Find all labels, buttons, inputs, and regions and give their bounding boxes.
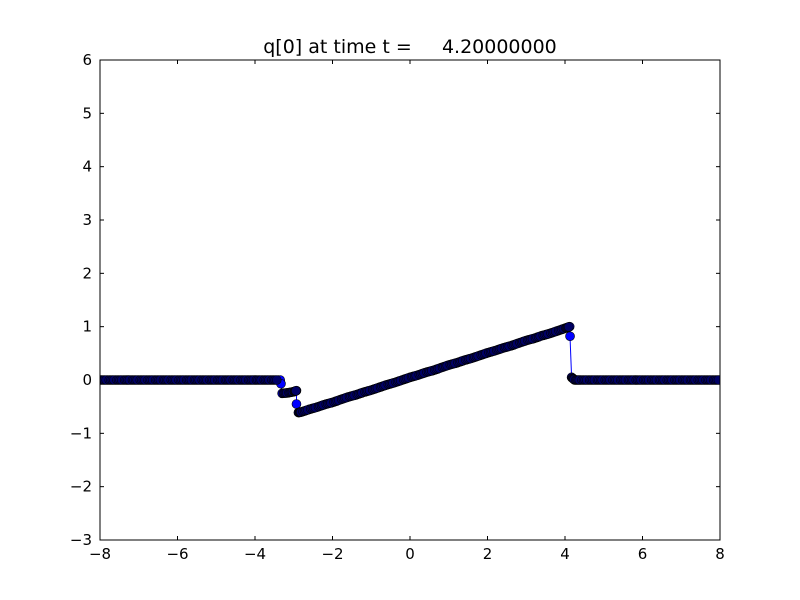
x-tick-label: 2 [483, 545, 493, 563]
y-tick-label: 1 [82, 318, 92, 336]
x-tick-label: 6 [638, 545, 648, 563]
data-point-fill [563, 322, 574, 332]
x-tick-label: −2 [321, 545, 343, 563]
plot-frame [99, 59, 721, 541]
x-tick-label: 8 [715, 545, 725, 563]
y-tick-label: 4 [82, 158, 92, 176]
data-point [291, 399, 302, 409]
y-tick-label: 0 [82, 371, 92, 389]
data-point-fill [713, 375, 720, 385]
x-tick-label: −8 [89, 545, 111, 563]
x-tick-label: 4 [560, 545, 570, 563]
chart-title: q[0] at time t = 4.20000000 [263, 36, 557, 58]
data-point [565, 331, 575, 342]
series-line [100, 326, 720, 414]
x-tick-label: −6 [166, 545, 188, 563]
y-tick-label: 2 [82, 264, 92, 282]
y-tick-label: 5 [82, 104, 92, 122]
y-tick-label: 6 [82, 51, 92, 69]
y-tick-label: −3 [70, 531, 92, 549]
x-tick-label: −4 [244, 545, 266, 563]
data-point-fill [271, 375, 282, 385]
x-tick-label: 0 [405, 545, 415, 563]
y-tick-label: 3 [82, 211, 92, 229]
y-tick-label: −1 [70, 424, 92, 442]
data-point-fill [291, 386, 301, 396]
y-tick-label: −2 [70, 478, 92, 496]
